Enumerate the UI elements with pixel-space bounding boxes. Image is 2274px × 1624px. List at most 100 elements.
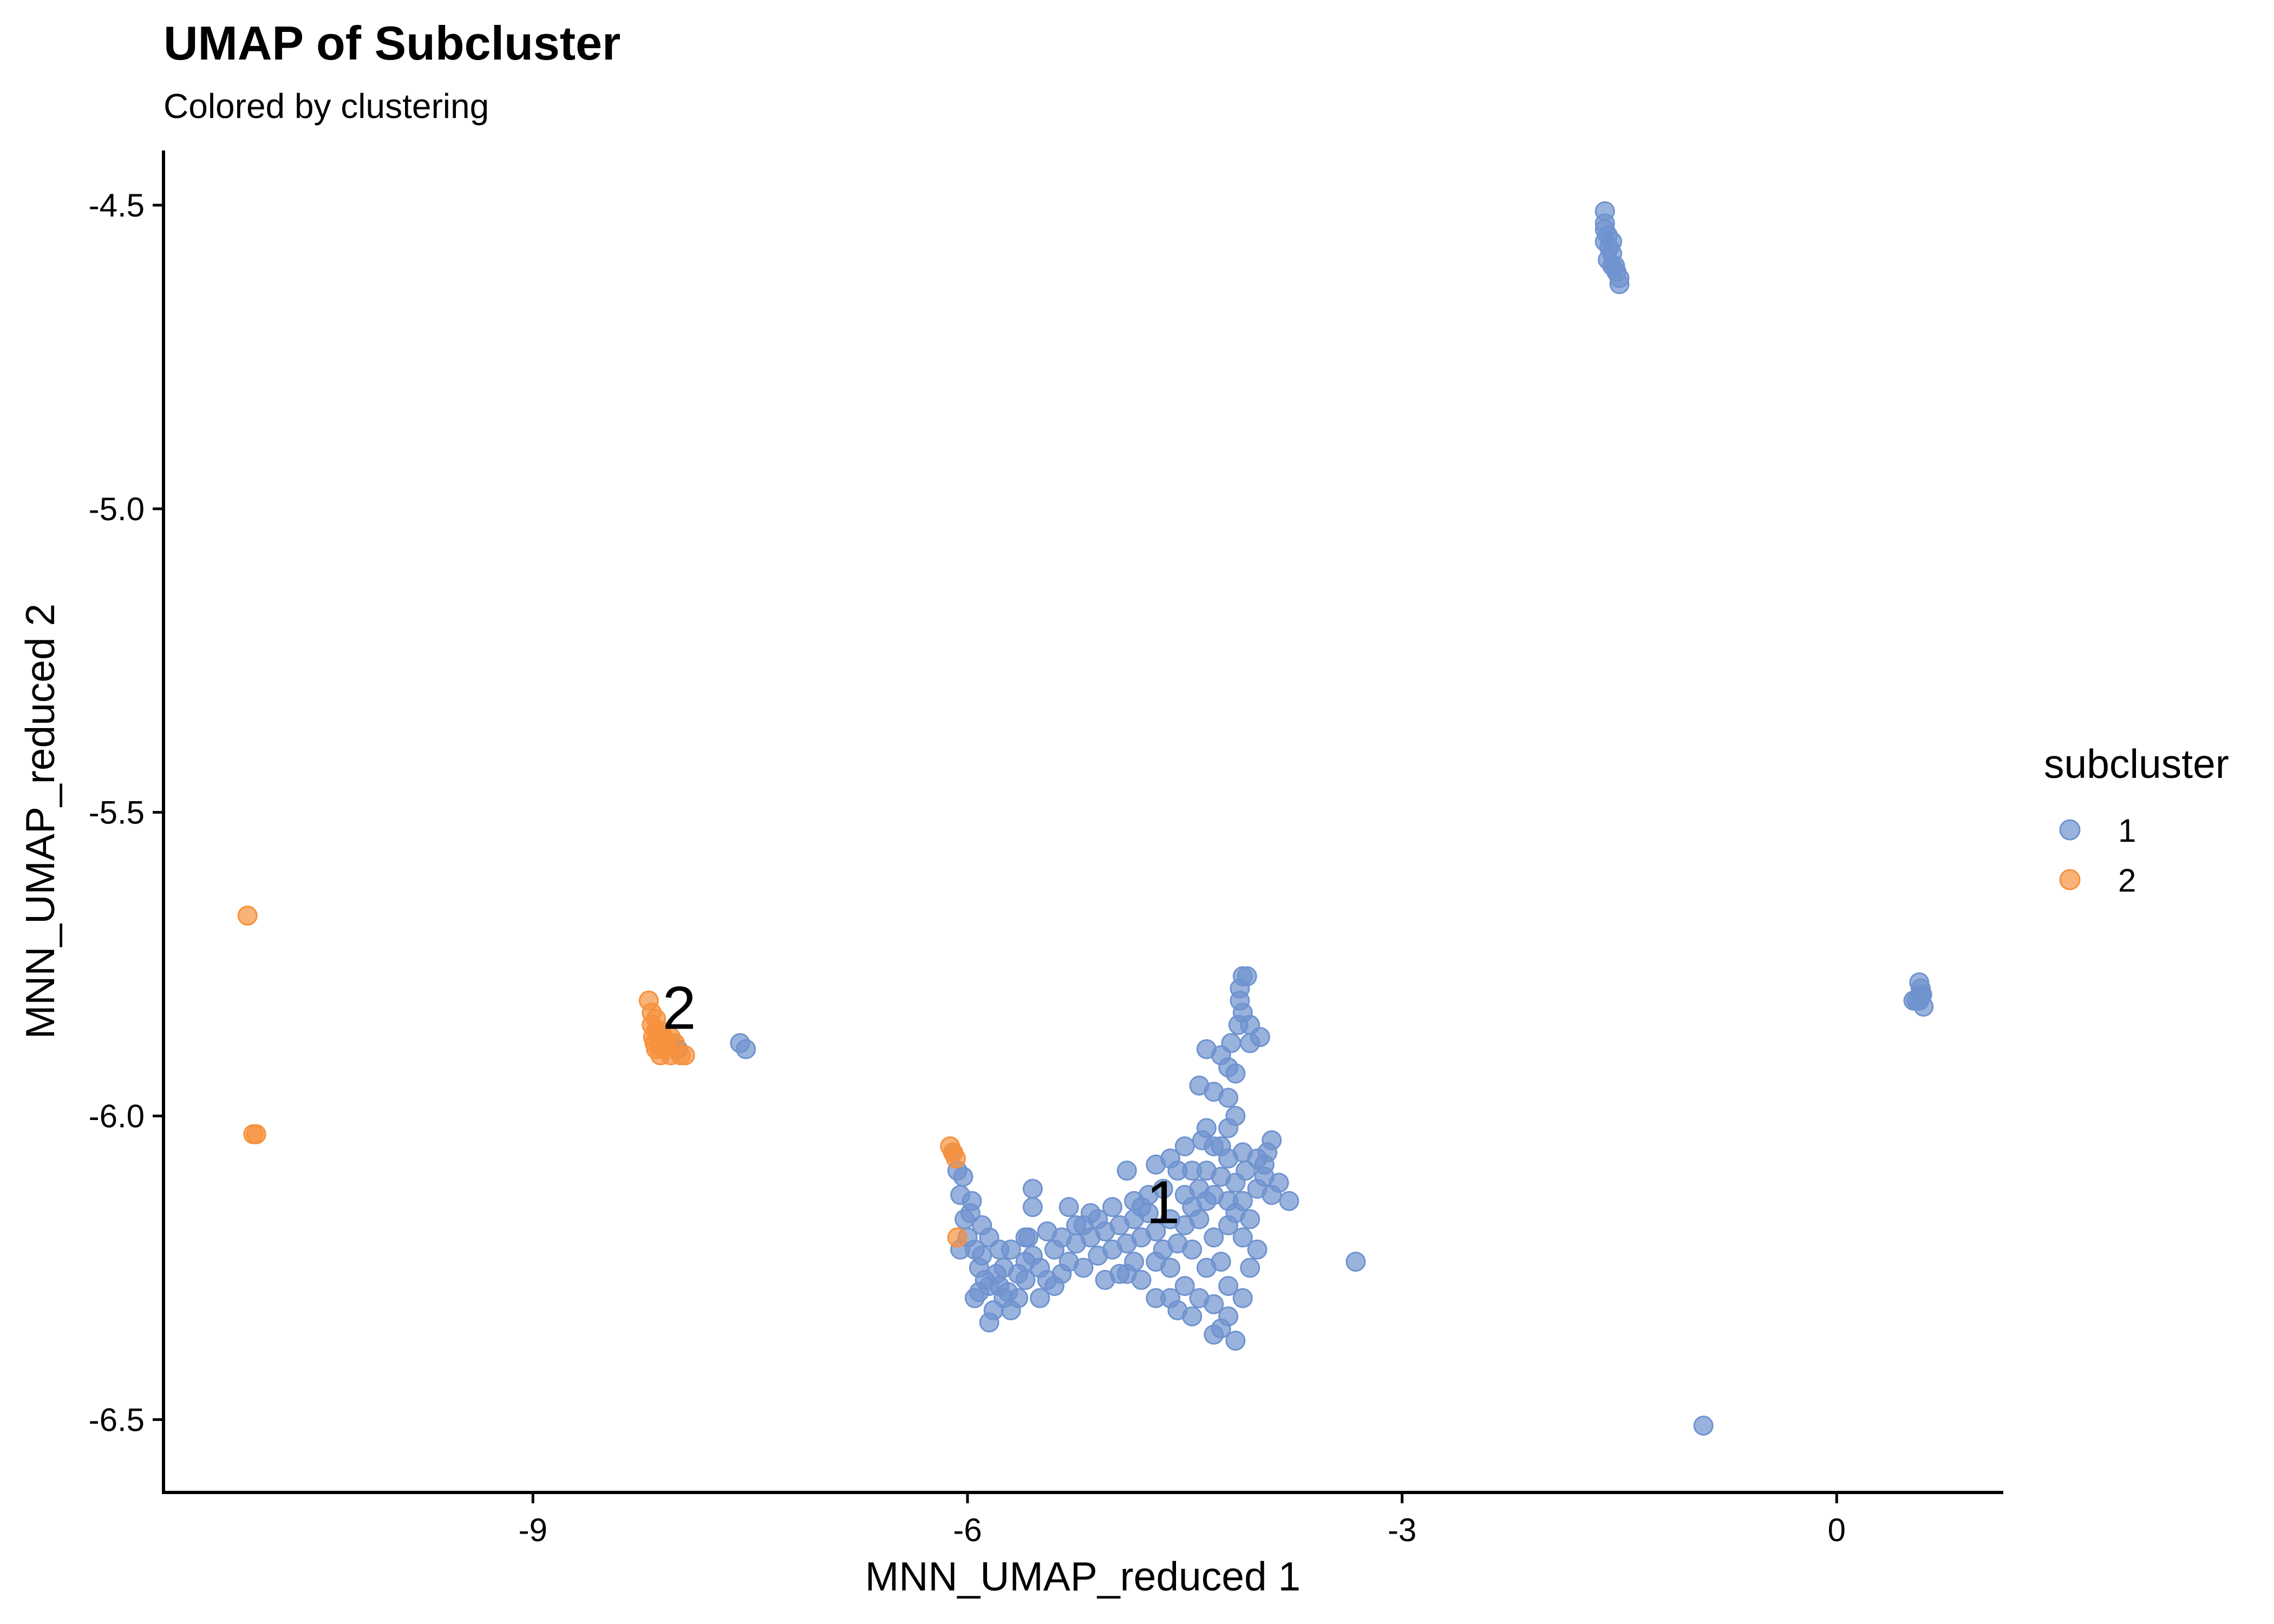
- x-tick-label: -6: [953, 1512, 982, 1548]
- cluster-label-1: 1: [1146, 1168, 1180, 1236]
- data-point-cluster-1: [1196, 1191, 1217, 1212]
- data-point-cluster-1: [1221, 1033, 1241, 1053]
- chart-title: UMAP of Subcluster: [164, 16, 620, 70]
- x-axis-ticks: -9 -6 -3 0: [519, 1492, 1846, 1548]
- data-point-cluster-1: [1066, 1215, 1087, 1235]
- data-point-cluster-1: [1189, 1209, 1210, 1229]
- legend-label-1: 1: [2118, 813, 2136, 849]
- data-point-cluster-1: [1225, 1331, 1246, 1351]
- data-point-cluster-1: [1240, 1258, 1260, 1278]
- data-point-cluster-1: [1911, 984, 1931, 1005]
- data-point-cluster-1: [953, 1167, 973, 1187]
- legend-label-2: 2: [2118, 862, 2136, 899]
- data-point-cluster-2: [237, 905, 258, 926]
- data-point-cluster-1: [979, 1312, 999, 1333]
- chart-subtitle: Colored by clustering: [164, 87, 489, 126]
- data-point-cluster-1: [1232, 1227, 1253, 1248]
- data-point-cluster-1: [1605, 256, 1625, 276]
- data-point-cluster-1: [1232, 1288, 1253, 1308]
- data-point-cluster-1: [1146, 1252, 1166, 1272]
- data-point-cluster-2: [246, 1124, 266, 1144]
- data-point-cluster-1: [1254, 1167, 1275, 1187]
- data-point-cluster-1: [1102, 1197, 1122, 1217]
- data-point-cluster-1: [1044, 1276, 1064, 1296]
- data-point-cluster-1: [1257, 1142, 1278, 1163]
- data-point-cluster-1: [1022, 1178, 1043, 1199]
- data-point-cluster-1: [1189, 1075, 1210, 1096]
- data-point-cluster-2: [946, 1148, 966, 1169]
- data-point-cluster-1: [1262, 1184, 1282, 1205]
- x-axis-title: MNN_UMAP_reduced 1: [865, 1554, 1301, 1599]
- data-point-cluster-1: [1030, 1288, 1050, 1308]
- y-tick-label: -6.5: [89, 1402, 145, 1438]
- y-tick-label: -5.5: [89, 795, 145, 831]
- data-point-cluster-1: [972, 1215, 992, 1235]
- data-point-cluster-1: [1279, 1191, 1299, 1212]
- data-point-cluster-1: [962, 1191, 982, 1212]
- data-point-cluster-1: [1073, 1258, 1094, 1278]
- legend-key-1: [2059, 819, 2081, 841]
- data-point-cluster-1: [1174, 1276, 1195, 1296]
- data-point-cluster-1: [1167, 1161, 1188, 1181]
- x-tick-label: -9: [519, 1512, 547, 1548]
- data-point-cluster-2: [665, 1033, 685, 1053]
- data-point-cluster-1: [1174, 1136, 1195, 1157]
- legend: subcluster 1 2: [2044, 741, 2229, 899]
- data-point-cluster-1: [1058, 1197, 1079, 1217]
- data-point-cluster-1: [1037, 1221, 1057, 1242]
- data-point-cluster-1: [1146, 1221, 1166, 1242]
- points-layer: [237, 201, 1934, 1436]
- data-point-cluster-1: [1247, 1239, 1267, 1260]
- data-point-cluster-1: [1609, 274, 1630, 294]
- data-point-cluster-1: [1693, 1416, 1714, 1436]
- data-point-cluster-1: [1225, 1063, 1246, 1084]
- data-point-cluster-1: [1218, 1306, 1239, 1327]
- y-tick-label: -4.5: [89, 187, 145, 224]
- data-point-cluster-1: [1204, 1227, 1224, 1248]
- data-point-cluster-2: [947, 1227, 968, 1248]
- data-point-cluster-1: [1018, 1227, 1038, 1248]
- data-point-cluster-1: [1345, 1252, 1366, 1272]
- data-point-cluster-1: [1095, 1269, 1115, 1290]
- cluster-label-layer: 12: [662, 974, 1180, 1236]
- data-point-cluster-1: [1189, 1288, 1210, 1308]
- data-point-cluster-1: [1218, 1276, 1239, 1296]
- cluster-label-2: 2: [662, 974, 696, 1042]
- data-point-cluster-1: [1131, 1197, 1152, 1217]
- data-point-cluster-1: [1022, 1197, 1043, 1217]
- x-tick-label: 0: [1828, 1512, 1846, 1548]
- data-point-cluster-1: [1146, 1288, 1166, 1308]
- data-point-cluster-1: [1182, 1239, 1203, 1260]
- data-point-cluster-1: [1116, 1161, 1137, 1181]
- data-point-cluster-1: [1225, 1106, 1246, 1126]
- data-point-cluster-1: [1167, 1300, 1188, 1320]
- data-point-cluster-1: [1192, 1130, 1212, 1150]
- data-point-cluster-1: [969, 1282, 989, 1302]
- data-point-cluster-1: [1225, 1203, 1246, 1223]
- data-point-cluster-1: [1153, 1178, 1173, 1199]
- y-axis-title: MNN_UMAP_reduced 2: [17, 604, 63, 1039]
- data-point-cluster-1: [1228, 1014, 1249, 1035]
- x-tick-label: -3: [1388, 1512, 1416, 1548]
- data-point-cluster-1: [1124, 1252, 1145, 1272]
- y-axis-ticks: -4.5 -5.0 -5.5 -6.0 -6.5: [89, 187, 164, 1438]
- data-point-cluster-1: [1236, 1161, 1256, 1181]
- data-point-cluster-1: [1237, 966, 1257, 986]
- data-point-cluster-1: [1080, 1203, 1101, 1223]
- data-point-cluster-1: [1015, 1252, 1036, 1272]
- data-point-cluster-1: [1211, 1136, 1231, 1157]
- data-point-cluster-1: [1001, 1300, 1021, 1320]
- data-point-cluster-1: [736, 1039, 756, 1059]
- legend-key-2: [2059, 869, 2081, 890]
- y-tick-label: -6.0: [89, 1098, 145, 1135]
- data-point-cluster-1: [1602, 231, 1623, 252]
- data-point-cluster-1: [1160, 1209, 1180, 1229]
- data-point-cluster-1: [1218, 1088, 1239, 1108]
- data-point-cluster-1: [1211, 1252, 1231, 1272]
- data-point-cluster-2: [644, 1033, 665, 1053]
- y-tick-label: -5.0: [89, 491, 145, 527]
- data-point-cluster-1: [1146, 1154, 1166, 1175]
- legend-title: subcluster: [2044, 741, 2229, 787]
